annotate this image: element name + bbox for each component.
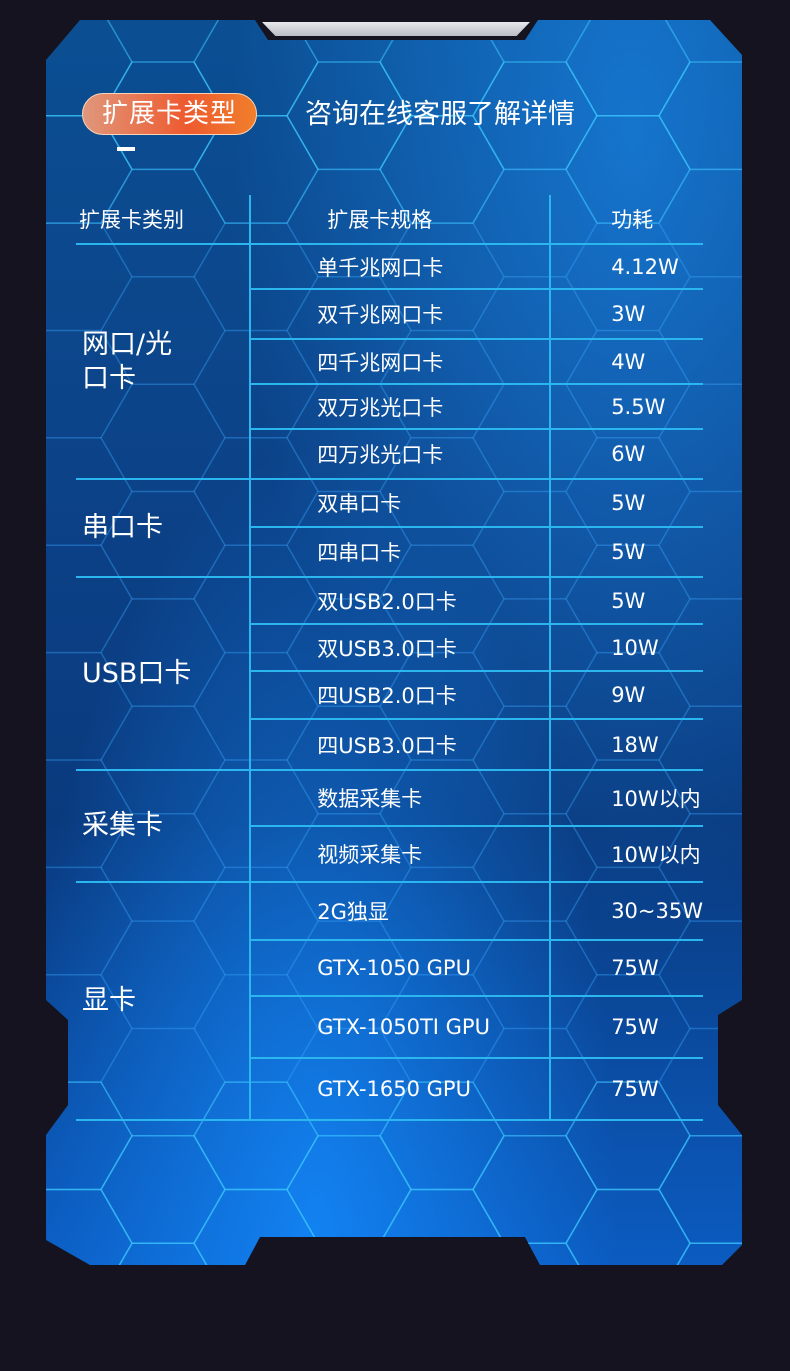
hexagon [472, 1135, 598, 1244]
header-power: 功耗 [550, 195, 703, 245]
spec-cell: 2G独显 [250, 882, 552, 941]
header-spec: 扩展卡规格 [250, 195, 552, 245]
table-row: 双万兆光口卡 5.5W [76, 384, 703, 430]
hexagon [100, 1242, 226, 1265]
spec-cell: 视频采集卡 [250, 826, 552, 883]
power-cell: 5W [550, 479, 703, 528]
power-cell: 18W [550, 719, 703, 771]
spec-cell: 四万兆光口卡 [250, 429, 552, 480]
power-cell: 5.5W [550, 384, 703, 430]
spec-cell: 四USB2.0口卡 [250, 671, 552, 720]
header-category: 扩展卡类别 [76, 195, 252, 245]
table-row: 四USB3.0口卡 18W [76, 719, 703, 771]
table-header-row: 扩展卡类别 扩展卡规格 功耗 [76, 195, 703, 245]
table-row: GTX-1650 GPU 75W [76, 1058, 703, 1121]
power-cell: 9W [550, 671, 703, 720]
table-row: 双USB3.0口卡 10W [76, 624, 703, 672]
power-cell: 10W [550, 624, 703, 672]
hexagon [379, 1188, 505, 1265]
table-row: 显卡 2G独显 30~35W [76, 882, 703, 1121]
top-silver-bar [262, 22, 530, 36]
spec-cell: GTX-1650 GPU [250, 1058, 552, 1121]
hexagon [286, 1135, 412, 1244]
hexagon [658, 1242, 742, 1265]
hexagon [565, 20, 691, 117]
table-row: GTX-1050 GPU 75W [76, 940, 703, 997]
spec-cell: 双USB2.0口卡 [250, 577, 552, 625]
table-row: 四串口卡 5W [76, 527, 703, 578]
hexagon [565, 1188, 691, 1265]
badge-dash [117, 147, 135, 151]
category-cell: 网口/光口卡 [76, 244, 252, 480]
hexagon [46, 1188, 133, 1265]
category-cell: 串口卡 [76, 479, 252, 578]
power-cell: 3W [550, 289, 703, 340]
power-cell: 5W [550, 577, 703, 625]
spec-cell: 四USB3.0口卡 [250, 719, 552, 771]
hexagon [658, 61, 742, 171]
table-row: 采集卡 数据采集卡 10W以内 [76, 770, 703, 883]
spec-cell: 双串口卡 [250, 479, 552, 528]
spec-cell: 双万兆光口卡 [250, 384, 552, 430]
power-cell: 10W以内 [550, 826, 703, 883]
table-row: 串口卡 双串口卡 5W [76, 479, 703, 578]
table-row: 网口/光口卡 单千兆网口卡 4.12W [76, 244, 703, 480]
power-cell: 10W以内 [550, 770, 703, 827]
table-row: 四USB2.0口卡 9W [76, 671, 703, 720]
power-cell: 30~35W [550, 882, 703, 941]
hexagon [286, 1242, 412, 1265]
hexagon [193, 1188, 319, 1265]
spec-table: 扩展卡类别 扩展卡规格 功耗 网口/光口卡 单千兆网口卡 4.12W 双千兆网口卡 3W… [76, 195, 703, 1121]
table-row: 四千兆网口卡 4W [76, 339, 703, 385]
category-cell: 采集卡 [76, 770, 252, 883]
hexagon [100, 1135, 226, 1244]
power-cell: 4W [550, 339, 703, 385]
power-cell: 75W [550, 1058, 703, 1121]
hexagon [658, 1135, 742, 1244]
table-row: 双千兆网口卡 3W [76, 289, 703, 340]
section-badge: 扩展卡类型 [82, 93, 257, 135]
power-cell: 5W [550, 527, 703, 578]
table-row: 四万兆光口卡 6W [76, 429, 703, 480]
category-cell: USB口卡 [76, 577, 252, 771]
table-row: GTX-1050TI GPU 75W [76, 996, 703, 1059]
spec-cell: GTX-1050 GPU [250, 940, 552, 997]
spec-cell: GTX-1050TI GPU [250, 996, 552, 1059]
power-cell: 4.12W [550, 244, 703, 290]
table-row: 视频采集卡 10W以内 [76, 826, 703, 883]
power-cell: 75W [550, 996, 703, 1059]
power-cell: 75W [550, 940, 703, 997]
spec-cell: 四串口卡 [250, 527, 552, 578]
spec-cell: 双USB3.0口卡 [250, 624, 552, 672]
subtitle: 咨询在线客服了解详情 [305, 99, 575, 130]
category-cell: 显卡 [76, 882, 252, 1121]
spec-cell: 数据采集卡 [250, 770, 552, 827]
hexagon [472, 1242, 598, 1265]
table-row: USB口卡 双USB2.0口卡 5W [76, 577, 703, 771]
spec-cell: 单千兆网口卡 [250, 244, 552, 290]
spec-cell: 四千兆网口卡 [250, 339, 552, 385]
spec-cell: 双千兆网口卡 [250, 289, 552, 340]
power-cell: 6W [550, 429, 703, 480]
